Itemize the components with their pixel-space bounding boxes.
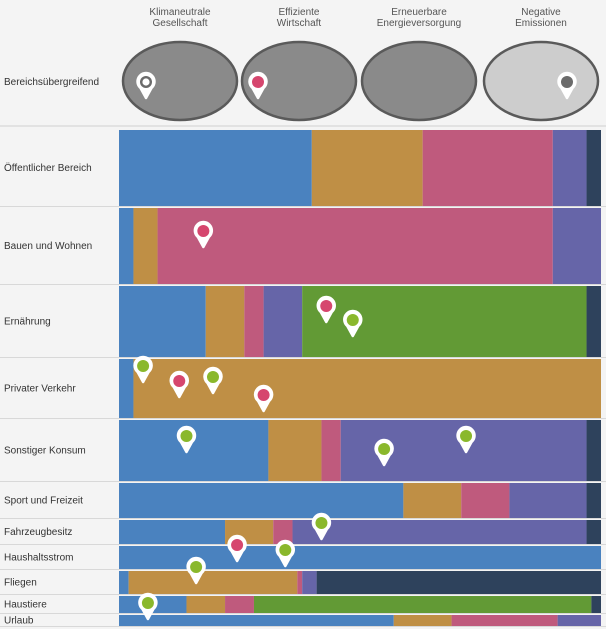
bar-segment-bauen-und-wohnen-0 [119, 208, 134, 284]
header-marker-1-pin-icon [248, 71, 268, 100]
bar-segment-privater-verkehr-0 [119, 359, 134, 418]
row-label-fahrzeugbesitz: Fahrzeugbesitz [4, 527, 72, 538]
bar-segment-sport-und-freizeit-4 [586, 483, 601, 518]
marker-privater-verkehr-3-pin-icon [253, 384, 274, 413]
bar-segment-oeffentlicher-bereich-4 [586, 130, 601, 206]
bar-segment-haustiere-2 [225, 596, 254, 613]
header-marker-2-pin-icon [557, 71, 577, 100]
bar-segment-oeffentlicher-bereich-2 [422, 130, 553, 206]
marker-privater-verkehr-1-pin-icon [169, 370, 189, 399]
bar-segment-fliegen-4 [316, 571, 601, 594]
bar-segment-sonstiger-konsum-1 [268, 420, 322, 481]
column-header-2-line-0: Erneuerbare [391, 7, 447, 18]
bar-segment-fahrzeugbesitz-3 [292, 520, 587, 544]
bar-segment-haustiere-1 [186, 596, 226, 613]
marker-haushaltsstrom-0-pin-icon [227, 534, 247, 563]
row-label-bereichsuebergreifend: Bereichsübergreifend [4, 77, 99, 88]
marker-fliegen-0-pin-icon [186, 556, 206, 585]
column-header-2-line-1: Energieversorgung [377, 18, 462, 29]
column-header-3-line-0: Negative [521, 7, 561, 18]
category-ellipse-2 [360, 40, 478, 122]
row-label-ernaehrung: Ernährung [4, 317, 51, 328]
row-label-urlaub: Urlaub [4, 616, 34, 627]
bar-segment-fliegen-2 [297, 571, 303, 594]
marker-bauen-und-wohnen-0-pin-icon [193, 220, 214, 249]
bar-segment-privater-verkehr-1 [133, 359, 601, 418]
column-header-1-line-1: Wirtschaft [277, 18, 322, 29]
bar-segment-sport-und-freizeit-1 [403, 483, 462, 518]
bar-segment-ernaehrung-2 [244, 286, 264, 357]
bar-segment-bauen-und-wohnen-2 [157, 208, 553, 284]
bar-segment-oeffentlicher-bereich-3 [552, 130, 587, 206]
bar-segment-ernaehrung-3 [263, 286, 303, 357]
bar-segment-oeffentlicher-bereich-0 [119, 130, 312, 206]
bar-segment-sport-und-freizeit-3 [509, 483, 587, 518]
column-header-0-line-0: Klimaneutrale [149, 7, 211, 18]
bar-segment-haustiere-3 [253, 596, 592, 613]
bar-segment-sonstiger-konsum-2 [321, 420, 341, 481]
header-marker-0-pin-icon [136, 71, 156, 100]
bar-segment-bauen-und-wohnen-1 [133, 208, 158, 284]
row-label-oeffentlicher-bereich: Öffentlicher Bereich [4, 162, 92, 174]
bar-segment-fliegen-3 [302, 571, 317, 594]
marker-sonstiger-konsum-1-pin-icon [374, 438, 394, 467]
bar-segment-urlaub-2 [451, 615, 558, 626]
row-label-privater-verkehr: Privater Verkehr [4, 384, 76, 395]
row-label-sonstiger-konsum: Sonstiger Konsum [4, 446, 86, 457]
column-header-1-line-0: Effiziente [279, 7, 320, 18]
marker-privater-verkehr-2-pin-icon [203, 366, 223, 395]
bar-segment-sonstiger-konsum-4 [586, 420, 601, 481]
row-label-haustiere: Haustiere [4, 600, 47, 611]
bar-segment-urlaub-0 [119, 615, 394, 626]
marker-sonstiger-konsum-2-pin-icon [456, 425, 476, 454]
marker-sonstiger-konsum-0-pin-icon [176, 425, 197, 454]
category-ellipse-0 [121, 40, 239, 122]
marker-fahrzeugbesitz-0-pin-icon [311, 512, 332, 541]
bar-segment-urlaub-1 [393, 615, 452, 626]
category-ellipse-1 [240, 40, 358, 122]
bar-segment-fliegen-0 [119, 571, 129, 594]
row-label-haushaltsstrom: Haushaltsstrom [4, 553, 73, 564]
bar-segment-ernaehrung-1 [205, 286, 245, 357]
marker-ernaehrung-1-pin-icon [343, 309, 363, 338]
row-label-fliegen: Fliegen [4, 578, 37, 589]
marker-privater-verkehr-0-pin-icon [133, 355, 153, 384]
bar-segment-ernaehrung-5 [586, 286, 601, 357]
marker-ernaehrung-0-pin-icon [316, 295, 336, 324]
bar-segment-fliegen-1 [128, 571, 298, 594]
marker-haushaltsstrom-1-pin-icon [275, 539, 296, 568]
column-header-3-line-1: Emissionen [515, 18, 567, 29]
row-label-bauen-und-wohnen: Bauen und Wohnen [4, 241, 92, 252]
bar-segment-fahrzeugbesitz-2 [273, 520, 293, 544]
bar-segment-fahrzeugbesitz-4 [586, 520, 601, 544]
bar-segment-bauen-und-wohnen-3 [552, 208, 601, 284]
bar-segment-urlaub-3 [557, 615, 601, 626]
bar-segment-haustiere-4 [591, 596, 601, 613]
bar-segment-sport-und-freizeit-2 [461, 483, 510, 518]
bar-segment-fahrzeugbesitz-0 [119, 520, 226, 544]
bar-segment-sport-und-freizeit-0 [119, 483, 404, 518]
category-ellipse-3 [482, 40, 600, 122]
bar-segment-oeffentlicher-bereich-1 [311, 130, 423, 206]
bar-segment-ernaehrung-0 [119, 286, 206, 357]
column-header-0-line-1: Gesellschaft [152, 18, 207, 29]
marker-haustiere-0-pin-icon [138, 592, 158, 621]
row-label-sport-und-freizeit: Sport und Freizeit [4, 496, 83, 507]
